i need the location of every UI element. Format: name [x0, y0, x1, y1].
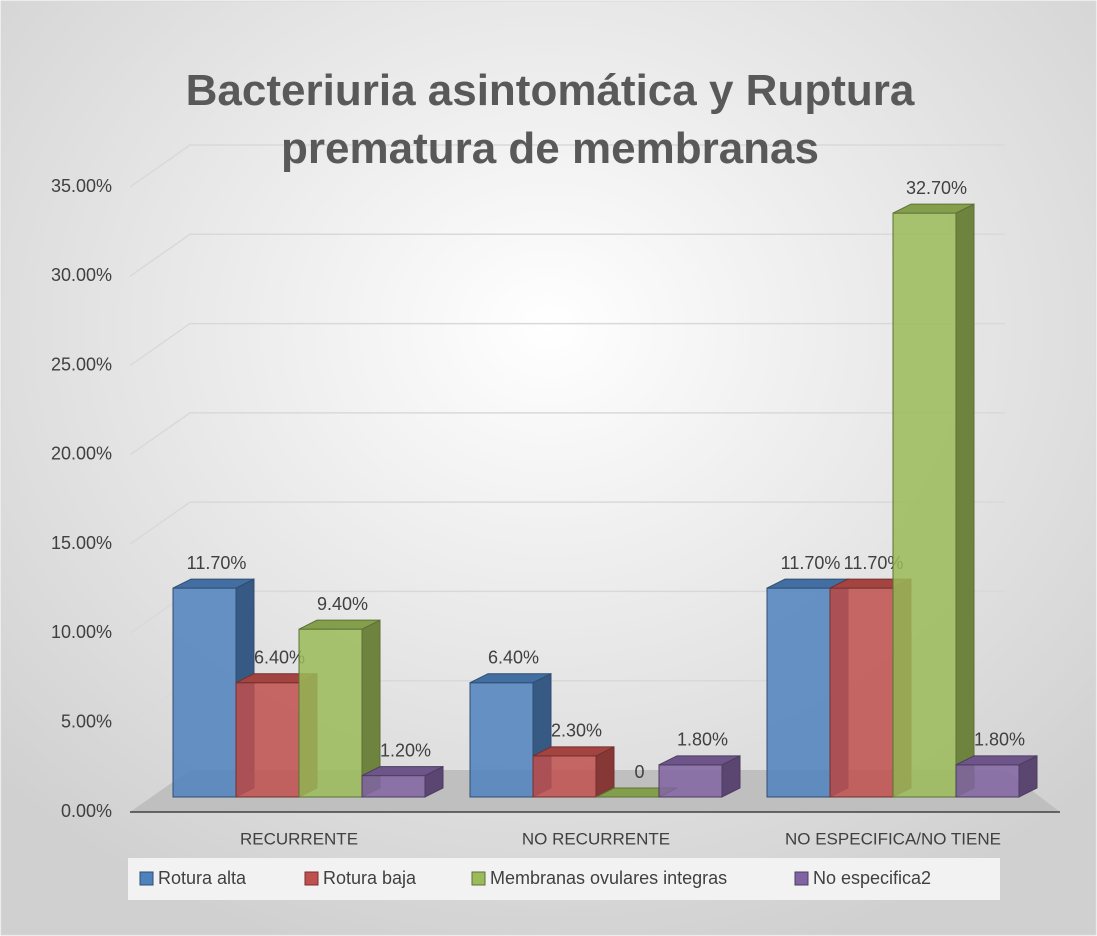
data-label: 11.70% — [781, 553, 841, 573]
bar — [892, 203, 975, 798]
y-tick-label: 35.00% — [51, 176, 112, 196]
bar-side — [955, 203, 975, 798]
x-tick-label: NO ESPECIFICA/NO TIENE — [785, 829, 1001, 848]
chart-title: Bacteriuria asintomática y Ruptura prema… — [185, 66, 915, 173]
legend-swatch — [139, 871, 154, 886]
y-tick-label: 10.00% — [51, 622, 112, 642]
y-tick-label: 15.00% — [51, 533, 112, 553]
x-tick-label: NO RECURRENTE — [522, 829, 670, 848]
bar — [298, 619, 381, 798]
legend-box — [128, 858, 1000, 900]
bar-top — [469, 673, 552, 684]
y-tick-label: 5.00% — [61, 711, 112, 731]
bar-front — [829, 587, 894, 798]
bar-top — [532, 746, 615, 757]
data-label: 1.80% — [974, 730, 1025, 750]
legend-label: No especifica2 — [813, 868, 931, 888]
bar-front — [172, 587, 237, 798]
y-tick-label: 20.00% — [51, 444, 112, 464]
bar-top — [298, 619, 381, 630]
data-label: 0 — [634, 762, 644, 782]
legend-label: Rotura alta — [158, 868, 247, 888]
bar — [658, 755, 741, 798]
bar-front — [892, 212, 957, 798]
bar-front — [298, 628, 363, 798]
data-label: 1.80% — [677, 730, 728, 750]
legend-label: Rotura baja — [323, 868, 417, 888]
bar-top — [955, 755, 1038, 766]
bar-front — [361, 775, 426, 798]
data-label: 2.30% — [551, 721, 602, 741]
legend-swatch — [304, 871, 319, 886]
y-tick-label: 30.00% — [51, 265, 112, 285]
bar — [532, 746, 615, 798]
bar-top — [361, 766, 444, 777]
y-tick-label: 25.00% — [51, 354, 112, 374]
bar-front — [469, 682, 534, 798]
data-label: 32.70% — [906, 178, 967, 198]
grid-line — [129, 233, 1005, 277]
data-label: 11.70% — [844, 553, 904, 573]
data-label: 11.70% — [187, 553, 247, 573]
data-label: 1.20% — [380, 740, 431, 760]
y-tick-label: 0.00% — [61, 801, 112, 821]
legend-label: Membranas ovulares integras — [490, 868, 727, 888]
bar — [955, 755, 1038, 798]
bar — [361, 765, 444, 798]
bar-top — [172, 578, 255, 589]
data-label: 6.40% — [254, 647, 305, 667]
bar-front — [766, 587, 831, 798]
grid-line — [129, 144, 1005, 188]
data-label: 9.40% — [317, 594, 368, 614]
bar-front — [235, 682, 300, 798]
data-label: 6.40% — [488, 647, 539, 667]
bar-front — [658, 764, 723, 798]
bar-front — [532, 755, 597, 798]
bar-top — [892, 203, 975, 214]
legend-swatch — [471, 871, 486, 886]
grid-line — [129, 501, 1005, 545]
grid-line — [129, 412, 1005, 456]
x-tick-label: RECURRENTE — [240, 829, 358, 848]
bar-top — [658, 755, 741, 766]
bar-front — [955, 764, 1020, 798]
legend-swatch — [794, 871, 809, 886]
grid-line — [129, 322, 1005, 367]
